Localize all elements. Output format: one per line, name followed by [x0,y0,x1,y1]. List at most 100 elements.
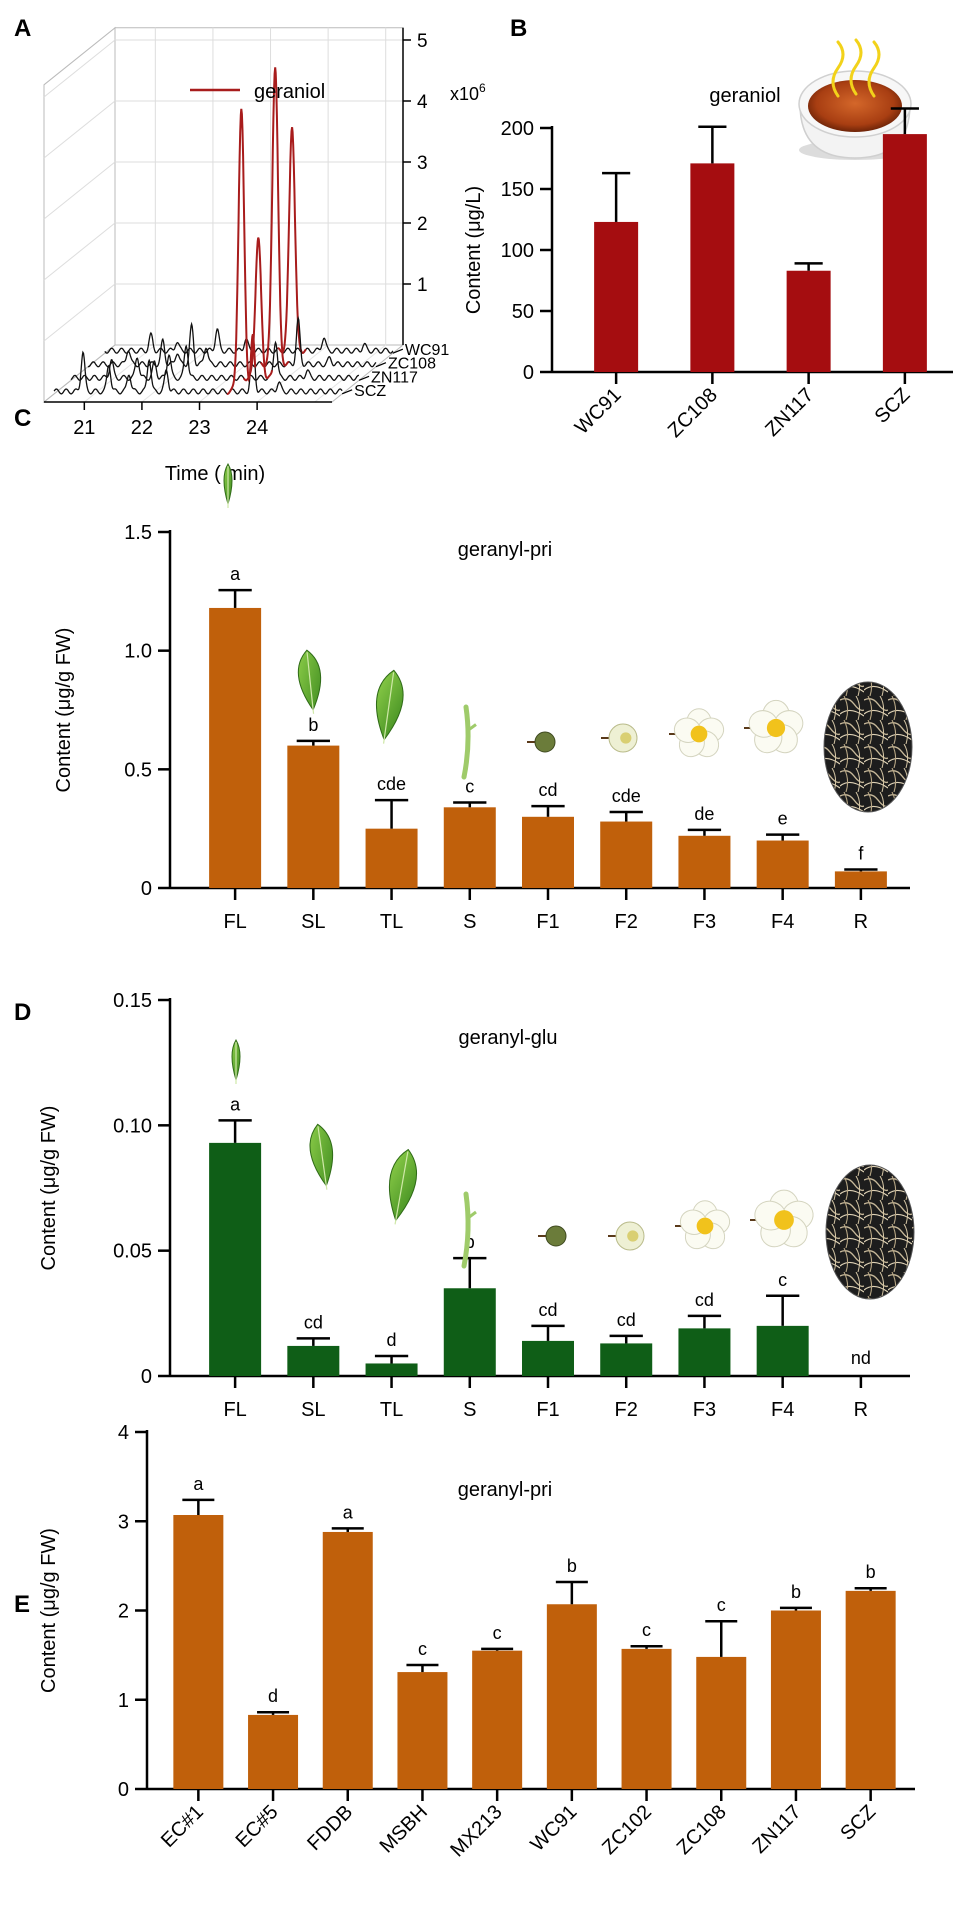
left-wall [43,26,116,404]
y-axis-label: Content (μg/g FW) [38,1106,60,1271]
x-tick-label: WC91 [527,1801,582,1856]
bar-tl [365,1363,418,1376]
x-tick-label: S [463,1399,476,1421]
x-tick-label: ZC102 [598,1801,656,1859]
bar-ec1 [173,1515,224,1789]
bar-scz [882,134,927,372]
significance-letter: cd [538,1300,557,1320]
illus-third-leaf [375,669,404,744]
significance-letter: b [866,1562,876,1582]
bar-zn117 [786,270,831,372]
y-tick-label: 1.5 [124,522,152,544]
bar-zc108 [690,163,735,372]
x-tick-label: FL [223,1399,246,1421]
illus-flower-f1 [538,1225,567,1247]
geraniol-peak-wc91 [277,127,307,354]
stem-branch [467,1210,477,1220]
trace-zn117 [70,340,360,381]
time-gridline [141,344,214,403]
significance-letter: c [642,1620,651,1640]
series-label-tick [358,375,370,381]
significance-letter: cd [617,1310,636,1330]
x-tick-label: MSBH [376,1801,432,1857]
panel-letter-c: C [14,405,31,432]
significance-letter: cd [695,1290,714,1310]
y-tick-label: 50 [512,301,534,323]
stem-line [461,1191,471,1269]
x-tick-label: SCZ [871,384,915,428]
time-tick-label: 23 [188,417,210,439]
bar-sl [287,745,340,888]
significance-letter: e [778,809,788,829]
y-tick-label: 0 [141,1366,152,1388]
y-tick-label: 1.0 [124,641,152,663]
series-label-tick [392,348,404,354]
series-label-tick [341,389,353,395]
chart-title: geraniol [709,85,780,107]
stamen-center [766,718,786,738]
bud-body [534,731,556,753]
illus-third-leaf [388,1148,418,1225]
trace-zc108 [87,315,377,368]
x-tick-label: F1 [536,1399,559,1421]
x-tick-label: F4 [771,1399,794,1421]
illus-root [823,681,913,813]
bar-mx213 [472,1650,523,1789]
leaf-vein [394,1151,409,1225]
bud-body [545,1225,567,1247]
y-tick-label: 0.5 [124,759,152,781]
y-tick-label: 0 [118,1779,129,1801]
x-tick-label: SL [301,911,325,933]
y-tick-label: 0 [141,878,152,900]
significance-letter: b [791,1582,801,1602]
panel-letter-b: B [510,15,527,42]
stem-line [461,704,471,780]
chromatogram-traces [53,67,394,395]
panel-d-geranyl-glu-tissues: 0 0.05 0.10 0.15 Content (μg/g FW) geranyl-gl… [38,990,915,1421]
z-tick-label: 5 [417,31,428,52]
time-tick-label: 22 [131,417,153,439]
significance-letter: c [717,1595,726,1615]
series-label-zn117: ZN117 [371,369,418,386]
illus-first-leaf [223,463,233,508]
x-tick-label: EC#5 [232,1801,283,1852]
significance-letter: d [268,1686,278,1706]
significance-letter: c [778,1270,787,1290]
x-tick-label: FL [223,911,246,933]
illus-flower-f3 [669,708,725,758]
x-tick-label: F2 [615,911,638,933]
illus-root [825,1164,915,1300]
panel-letter-d: D [14,999,31,1026]
bar-fl [209,1142,262,1376]
leaf-vein [306,652,315,714]
y-tick-label: 200 [501,118,534,140]
x-tick-label: F4 [771,911,794,933]
y-tick-label: 1 [118,1690,129,1712]
bar-msbh [397,1672,448,1789]
bar-zn117 [770,1610,821,1789]
bar-scz [845,1590,896,1789]
time-tick-label: 21 [73,417,95,439]
x-tick-label: ZN117 [749,1801,806,1858]
illus-flower-f2 [601,723,638,753]
z-gridline [43,222,116,281]
x-tick-label: SL [301,1399,325,1421]
y-axis-label: Content (μg/g FW) [53,628,75,793]
bar-f3 [678,1328,731,1376]
z-tick-label: 1 [417,275,428,296]
bud-center [627,1230,639,1242]
significance-letter: cd [538,780,557,800]
illus-flower-f3 [675,1200,731,1250]
y-tick-label: 0.10 [113,1115,152,1137]
trace-wc91 [104,328,394,354]
x-tick-label: TL [380,911,403,933]
bar-zc108 [696,1656,747,1789]
chromatogram-3d-frame [42,26,405,404]
panel-e-geranyl-pri-cultivars: 0 1 2 3 4 Content (μg/g FW) geranyl-pri EC#1 a EC… [38,1422,915,1861]
y-axis-label: Content (μg/g FW) [38,1528,60,1693]
bar-wc91 [594,221,639,372]
significance-letter: b [308,715,318,735]
chart-title: geranyl-pri [458,1479,552,1501]
